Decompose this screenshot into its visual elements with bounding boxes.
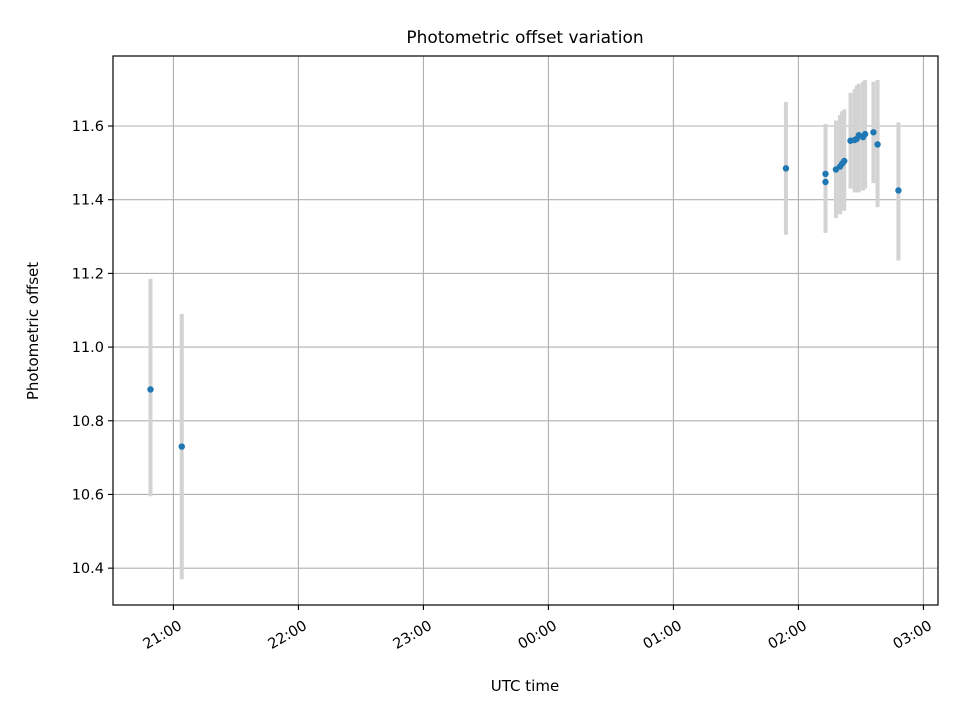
plot-frame — [112, 55, 939, 606]
y-tick-label: 11.0 — [72, 340, 104, 356]
x-axis-label: UTC time — [491, 677, 559, 695]
data-point — [822, 170, 829, 178]
y-tick-label: 10.4 — [72, 561, 104, 577]
data-point — [861, 130, 869, 138]
data-point — [874, 141, 881, 148]
data-point — [782, 165, 790, 172]
data-point — [841, 157, 848, 165]
y-tick-label: 10.8 — [72, 414, 104, 430]
data-point — [895, 187, 902, 194]
y-tick-label: 11.4 — [72, 193, 104, 209]
chart-title: Photometric offset variation — [406, 28, 643, 48]
data-point — [822, 178, 829, 186]
y-tick-label: 11.2 — [72, 266, 104, 282]
data-points — [147, 129, 902, 450]
y-tick-label: 10.6 — [72, 487, 104, 503]
y-tick-label: 11.6 — [72, 119, 104, 135]
y-axis-label: Photometric offset — [24, 262, 42, 400]
data-point — [870, 129, 877, 136]
data-point — [178, 443, 185, 450]
grid-lines — [113, 56, 938, 605]
data-point — [147, 386, 154, 393]
